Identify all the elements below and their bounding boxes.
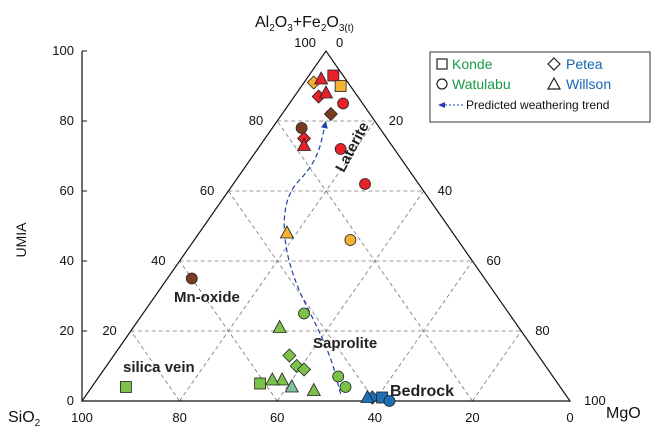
umia-axis <box>81 50 87 402</box>
legend-label-watulabu: Watulabu <box>452 76 511 92</box>
left-edge-tick-label: 80 <box>249 113 263 128</box>
point-watulabu <box>185 272 198 285</box>
right-edge-tick-label: 20 <box>389 113 403 128</box>
tick-labels: 0 20 40 60 80 100 100 80 60 40 20 0 20 40 60 80 20 40 60 80… <box>52 35 605 425</box>
grid-line-mgo <box>472 330 522 402</box>
point-konde <box>334 80 347 92</box>
point-watulabu <box>332 370 345 383</box>
y-axis-title: UMIA <box>13 222 29 258</box>
umia-tick-label: 20 <box>60 323 74 338</box>
data-points <box>120 69 396 407</box>
right-edge-tick-label: 40 <box>438 183 452 198</box>
right-edge-tick-label: 100 <box>584 393 606 408</box>
legend: Konde Petea Watulabu Willson Predicted w… <box>429 51 651 123</box>
legend-circle-icon <box>436 78 448 90</box>
legend-label-trend: Predicted weathering trend <box>466 98 609 112</box>
point-konde <box>254 377 267 390</box>
point-watulabu <box>339 381 352 393</box>
bottom-tick-label: 20 <box>465 410 479 425</box>
trend-arrowhead <box>320 121 328 129</box>
point-konde <box>120 381 132 393</box>
point-watulabu <box>295 122 308 134</box>
right-edge-tick-label: 60 <box>486 253 500 268</box>
triangle-frame <box>80 49 572 402</box>
grid-line-mgo <box>374 260 473 402</box>
triangle-outline <box>80 49 572 402</box>
point-watulabu <box>337 97 349 110</box>
point-willson <box>296 137 312 151</box>
legend-arrow-icon <box>438 102 445 108</box>
bottom-tick-label: 80 <box>172 410 186 425</box>
legend-label-willson: Willson <box>566 76 611 92</box>
legend-label-petea: Petea <box>566 56 603 72</box>
point-watulabu <box>359 178 371 190</box>
bottom-tick-label: 100 <box>71 410 93 425</box>
point-willson <box>284 379 300 393</box>
left-vertex-label: SiO2 <box>8 409 41 429</box>
point-willson <box>360 389 375 403</box>
point-petea <box>323 106 338 122</box>
point-watulabu <box>334 143 347 155</box>
umia-tick-label: 0 <box>67 393 74 408</box>
apex-tick-label: 100 <box>294 35 316 50</box>
point-petea <box>282 348 297 363</box>
umia-tick-label: 80 <box>60 113 74 128</box>
region-label-saprolite: Saprolite <box>313 335 377 352</box>
point-willson <box>272 319 287 333</box>
point-watulabu <box>383 395 396 407</box>
point-watulabu <box>298 307 310 320</box>
apex-tick-label: 0 <box>336 35 343 50</box>
legend-diamond-icon <box>547 57 561 71</box>
point-willson <box>313 71 329 85</box>
legend-triangle-icon <box>546 76 562 90</box>
grid-line-sio2 <box>130 330 180 402</box>
region-label-bedrock: Bedrock <box>390 383 454 400</box>
bottom-tick-label: 60 <box>270 410 284 425</box>
point-willson <box>274 372 290 386</box>
legend-square-icon <box>436 58 448 70</box>
point-willson <box>279 225 295 239</box>
umia-tick-label: 60 <box>60 183 74 198</box>
umia-tick-label: 100 <box>52 43 74 58</box>
region-label-silica-vein: silica vein <box>123 359 195 376</box>
legend-box <box>429 51 651 123</box>
point-willson <box>265 372 280 386</box>
point-konde <box>327 69 340 82</box>
right-edge-tick-label: 80 <box>535 323 549 338</box>
right-vertex-label: MgO <box>606 405 641 422</box>
bottom-tick-label: 40 <box>368 410 382 425</box>
bottom-tick-label: 0 <box>566 410 573 425</box>
left-edge-tick-label: 20 <box>102 323 116 338</box>
point-watulabu <box>344 234 357 246</box>
point-willson <box>318 85 334 99</box>
point-willson <box>306 382 321 396</box>
apex-label: Al2O3+Fe2O3(t) <box>255 14 354 34</box>
left-edge-tick-label: 40 <box>151 253 165 268</box>
umia-tick-label: 40 <box>60 253 74 268</box>
legend-label-konde: Konde <box>452 56 493 72</box>
region-label-mn-oxide: Mn-oxide <box>174 289 240 306</box>
left-edge-tick-label: 60 <box>200 183 214 198</box>
point-petea <box>296 362 312 377</box>
